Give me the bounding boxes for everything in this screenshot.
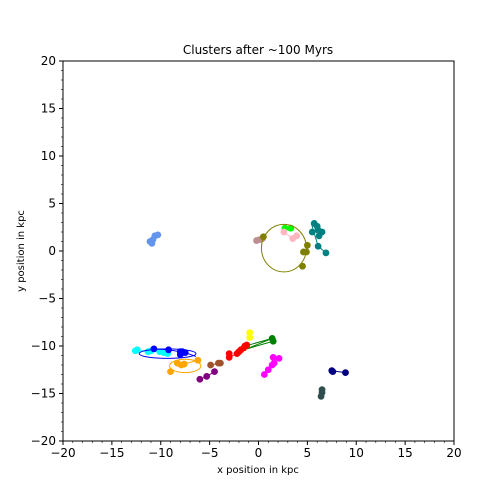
data-point (216, 359, 224, 367)
data-point (176, 351, 184, 358)
trajectory-line (310, 222, 327, 254)
data-point (133, 346, 141, 354)
data-point (342, 369, 349, 376)
series-orange (167, 356, 202, 376)
y-tick-label: 20 (41, 54, 56, 68)
data-point (269, 337, 277, 345)
data-point (318, 228, 326, 236)
data-point (317, 392, 325, 400)
x-tick-label: −10 (148, 446, 173, 460)
series-cornflowerblue (146, 231, 162, 247)
data-point (207, 361, 215, 369)
chart-title: Clusters after ~100 Myrs (183, 43, 333, 57)
data-point (211, 368, 218, 376)
x-tick-label: −15 (99, 446, 124, 460)
data-point (264, 366, 272, 374)
series-darkslategray (317, 386, 326, 400)
data-point (268, 361, 276, 369)
data-point (280, 228, 288, 236)
series-pink (280, 228, 301, 243)
y-tick-label: 0 (48, 244, 56, 258)
axes: −20 −15 −10 −5 0 5 10 15 20 −20 −15 −10 −5 0 5 10 15 20 (31, 54, 462, 460)
y-tick-label: −5 (38, 292, 56, 306)
series-olive (259, 223, 311, 273)
series-navy (328, 367, 349, 376)
x-tick-label: 15 (397, 446, 412, 460)
data-point (246, 334, 254, 341)
data-point (246, 329, 254, 337)
data-point (303, 241, 311, 249)
series-blue (138, 345, 197, 359)
data-point (203, 373, 211, 380)
data-point (149, 236, 157, 244)
y-tick-label: −20 (31, 434, 56, 448)
data-point (180, 360, 188, 368)
data-point (167, 368, 174, 376)
plot-frame (62, 60, 455, 442)
x-tick-label: 5 (304, 446, 312, 460)
series-green (246, 335, 277, 350)
data-point (275, 354, 283, 362)
data-point (165, 346, 172, 354)
series-magenta (260, 354, 283, 378)
data-point (329, 368, 337, 376)
data-point (269, 354, 277, 361)
trajectory-line (246, 337, 274, 350)
y-tick-label: −10 (31, 339, 56, 353)
y-tick-label: 10 (41, 149, 56, 163)
data-point (259, 233, 267, 241)
data-point (241, 342, 249, 350)
y-tick-label: 15 (41, 102, 56, 116)
trajectory-line (153, 348, 197, 357)
data-point (260, 371, 268, 378)
data-point (300, 248, 307, 256)
data-point (322, 249, 330, 257)
orbit-ellipse (169, 358, 202, 374)
y-tick-label: 5 (48, 197, 56, 211)
data-point (299, 262, 306, 270)
x-axis-label: x position in kpc (217, 465, 299, 476)
data-point (293, 232, 301, 240)
series-red (225, 341, 251, 361)
plot-marks (131, 220, 349, 400)
y-tick-label: −15 (31, 387, 56, 401)
data-point (154, 231, 162, 239)
data-point (233, 350, 241, 357)
series-teal (308, 220, 330, 257)
y-axis-label: y position in kpc (16, 210, 27, 292)
series-yellow (246, 329, 254, 341)
x-tick-label: 10 (349, 446, 364, 460)
x-tick-label: −5 (201, 446, 219, 460)
data-point (308, 228, 316, 236)
x-tick-label: −20 (50, 446, 75, 460)
x-tick-label: 0 (255, 446, 263, 460)
data-point (314, 242, 322, 250)
data-point (150, 345, 158, 353)
data-point (196, 375, 204, 383)
data-point (225, 354, 233, 361)
series-purple (196, 368, 218, 383)
x-tick-label: 20 (446, 446, 461, 460)
series-sienna (207, 359, 224, 369)
data-point (194, 356, 202, 364)
